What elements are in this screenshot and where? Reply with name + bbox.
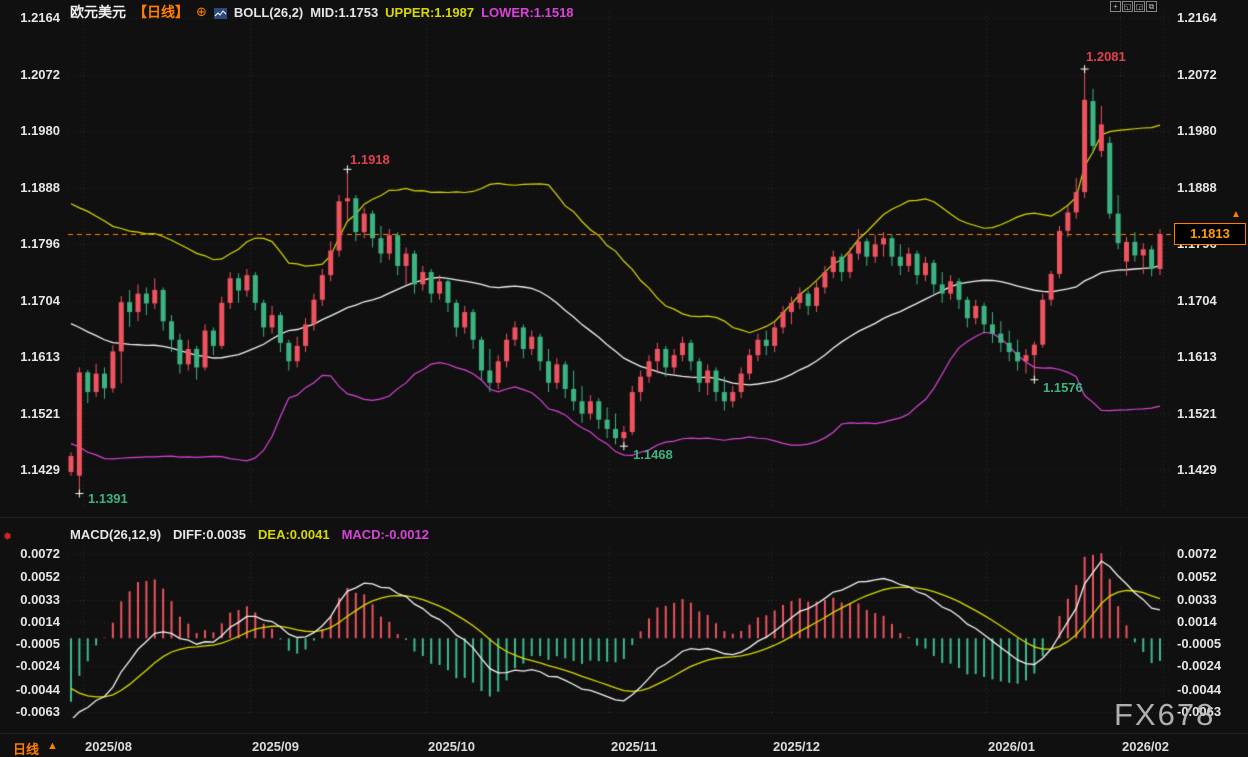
boll-label: BOLL(26,2) xyxy=(233,4,304,20)
boll-mid-value: MID:1.1753 xyxy=(310,4,379,20)
date-axis-label: 2025/08 xyxy=(85,739,132,754)
date-axis-label: 2025/09 xyxy=(252,739,299,754)
indicator-dot-icon[interactable]: ✹ xyxy=(3,531,13,543)
date-axis-label: 2026/01 xyxy=(988,739,1035,754)
date-axis-label: 2025/12 xyxy=(773,739,820,754)
price-axis-label: 1.1429 xyxy=(20,462,60,477)
price-axis-label: 1.1980 xyxy=(1177,123,1217,138)
price-axis-label: 1.1704 xyxy=(20,293,60,308)
chart-header: 欧元美元 【日线】 ⊕ BOLL(26,2) MID:1.1753 UPPER:… xyxy=(70,2,574,22)
macd-axis-label: -0.0005 xyxy=(1177,636,1222,651)
date-axis-label: 2025/10 xyxy=(428,739,475,754)
price-axis-label: 1.1613 xyxy=(1177,349,1217,364)
period-selector[interactable]: 日线 xyxy=(13,742,40,757)
watermark: FX678 xyxy=(1114,697,1216,732)
price-axis-label: 1.1888 xyxy=(20,180,60,195)
mini-chart-icon[interactable] xyxy=(213,7,227,19)
swing-high-annotation: 1.1918 xyxy=(350,152,390,167)
high-annotation: 1.2081 xyxy=(1086,49,1126,64)
price-axis-label: 1.1980 xyxy=(20,123,60,138)
price-axis-label: 1.2072 xyxy=(1177,67,1217,82)
price-axis-label: 1.1704 xyxy=(1177,293,1217,308)
macd-axis-label: 0.0072 xyxy=(20,546,60,561)
layout-right-icon[interactable]: ◲ xyxy=(1134,1,1145,12)
crosshair-icon[interactable]: + xyxy=(1110,1,1121,12)
macd-label: MACD(26,12,9) xyxy=(70,527,162,542)
price-axis-label: 1.1888 xyxy=(1177,180,1217,195)
symbol-name: 欧元美元 xyxy=(70,4,126,20)
macd-axis-label: 0.0052 xyxy=(1177,569,1217,584)
macd-macd-value: MACD:-0.0012 xyxy=(341,527,429,542)
period-tag: 【日线】 xyxy=(133,4,189,20)
macd-axis-label: 0.0072 xyxy=(1177,546,1217,561)
macd-axis-label: -0.0044 xyxy=(15,682,60,697)
price-axis-label: 1.1521 xyxy=(20,406,60,421)
aug-low-annotation: 1.1391 xyxy=(88,491,128,506)
boll-lower-value: LOWER:1.1518 xyxy=(481,4,574,20)
date-axis-label: 2026/02 xyxy=(1122,739,1169,754)
macd-axis-label: 0.0033 xyxy=(20,592,60,607)
macd-axis-label: 0.0052 xyxy=(20,569,60,584)
macd-axis-label: 0.0014 xyxy=(1177,614,1217,629)
macd-axis-label: -0.0024 xyxy=(15,658,60,673)
jan-low-annotation: 1.1576 xyxy=(1043,380,1083,395)
date-axis-label: 2025/11 xyxy=(611,739,658,754)
macd-diff-value: DIFF:0.0035 xyxy=(173,527,247,542)
layout-left-icon[interactable]: ◱ xyxy=(1122,1,1133,12)
macd-axis-label: -0.0044 xyxy=(1177,682,1222,697)
new-window-icon[interactable]: ⧉ xyxy=(1146,1,1157,12)
period-up-arrow-icon[interactable]: ▲ xyxy=(47,740,58,752)
price-axis-label: 1.1429 xyxy=(1177,462,1217,477)
boll-upper-value: UPPER:1.1987 xyxy=(385,4,475,20)
price-axis-label: 1.1521 xyxy=(1177,406,1217,421)
window-toolbar: + ◱ ◲ ⧉ xyxy=(1110,1,1157,12)
price-axis-label: 1.2072 xyxy=(20,67,60,82)
macd-axis-label: 0.0033 xyxy=(1177,592,1217,607)
macd-header: MACD(26,12,9) DIFF:0.0035 DEA:0.0041 MAC… xyxy=(70,527,429,542)
macd-axis-label: -0.0024 xyxy=(1177,658,1222,673)
current-price-badge: 1.1813 xyxy=(1174,223,1246,245)
macd-axis-label: -0.0063 xyxy=(15,704,60,719)
price-axis-label: 1.1613 xyxy=(20,349,60,364)
macd-axis-label: 0.0014 xyxy=(20,614,60,629)
nov-low-annotation: 1.1468 xyxy=(633,447,673,462)
macd-dea-value: DEA:0.0041 xyxy=(258,527,330,542)
price-axis-label: 1.2164 xyxy=(1177,10,1217,25)
price-axis-label: 1.2164 xyxy=(20,10,60,25)
price-axis-label: 1.1796 xyxy=(20,236,60,251)
price-badge-arrow: ▲ xyxy=(1231,209,1241,220)
macd-axis-label: -0.0005 xyxy=(15,636,60,651)
macd-axis-label: -0.0063 xyxy=(1177,704,1222,719)
add-indicator-icon[interactable]: ⊕ xyxy=(196,4,207,19)
